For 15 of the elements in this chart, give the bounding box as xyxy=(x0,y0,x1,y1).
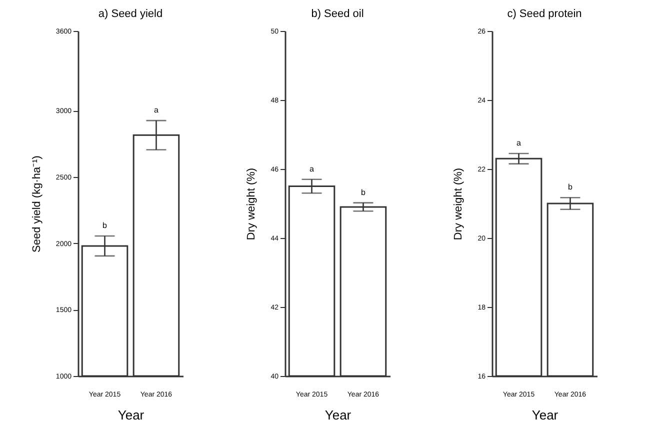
y-axis-title: Seed yield (kg·ha⁻¹) xyxy=(30,156,43,252)
annotation: a xyxy=(310,164,315,174)
annotation: b xyxy=(102,221,108,230)
y-axis-title: Dry weight (%) xyxy=(246,168,258,240)
y-axis-title: Dry weight (%) xyxy=(452,168,465,240)
annotation: a xyxy=(154,106,160,115)
x-axis-title: Year xyxy=(118,408,145,422)
x-axis-title: Year xyxy=(532,408,559,422)
chart-title: b) Seed oil xyxy=(311,8,364,20)
x-axis-title: Year xyxy=(324,408,352,422)
annotation: b xyxy=(361,188,366,197)
chart-title: a) Seed yield xyxy=(98,8,163,20)
annotation: b xyxy=(568,182,574,192)
annotation: a xyxy=(516,138,522,148)
chart-title: c) Seed protein xyxy=(507,8,582,20)
